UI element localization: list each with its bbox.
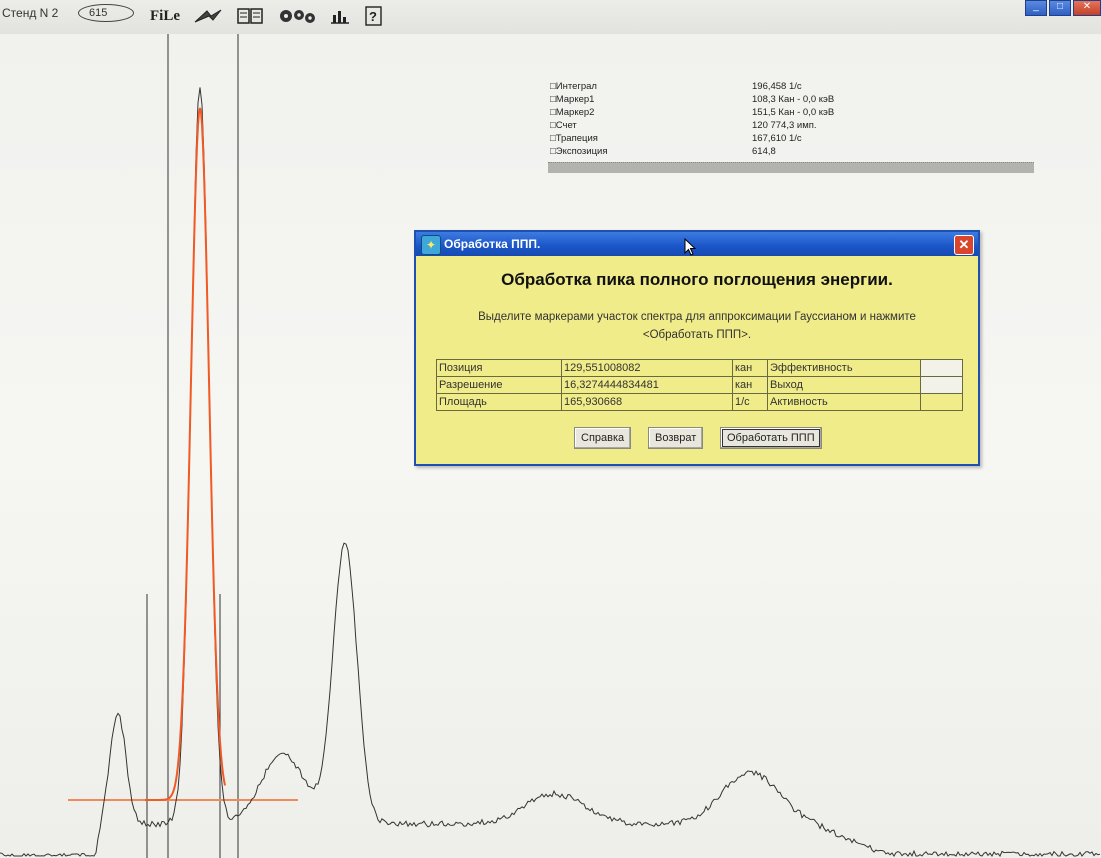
chart-icon[interactable]: [328, 5, 352, 27]
stats-scrollbar[interactable]: [548, 162, 1034, 173]
close-window-icon[interactable]: ✕: [1073, 0, 1101, 16]
row-value2: [920, 393, 963, 411]
stat-row: □Трапеция 167,610 1/с: [550, 133, 802, 144]
stat-name: Интеграл: [555, 81, 597, 92]
maximize-icon[interactable]: □: [1049, 0, 1071, 16]
stat-name: Маркер2: [555, 107, 595, 118]
help-icon[interactable]: ?: [362, 5, 386, 27]
stat-value: 151,5 Кан - 0,0 кэВ: [752, 107, 835, 118]
table-row: Позиция 129,551008082 кан Эффективность: [436, 359, 963, 377]
table-row: Площадь 165,930668 1/с Активность: [436, 393, 963, 411]
row-value: 165,930668: [561, 393, 733, 411]
row-label2: Выход: [767, 376, 921, 394]
window-controls: _ □ ✕: [1023, 0, 1101, 16]
svg-text:?: ?: [369, 9, 377, 24]
row-value: 129,551008082: [561, 359, 733, 377]
spectrum-chart: [0, 34, 1101, 858]
stat-value: 167,610 1/с: [752, 133, 802, 144]
close-icon[interactable]: ✕: [954, 235, 974, 255]
stat-name: Счет: [555, 120, 577, 131]
stat-row: □Экспозиция 614,8: [550, 146, 776, 157]
row-label2: Активность: [767, 393, 921, 411]
counter-field[interactable]: 615: [78, 4, 134, 22]
dialog-heading: Обработка пика полного поглощения энерги…: [501, 270, 893, 289]
zap-icon[interactable]: [190, 5, 226, 27]
row-label: Площадь: [436, 393, 562, 411]
stat-name: Трапеция: [555, 133, 598, 144]
ppp-dialog: ✦ Обработка ППП. ✕ Обработка пика полног…: [414, 230, 980, 466]
stat-name: Маркер1: [555, 94, 595, 105]
mouse-cursor-icon: [684, 238, 696, 256]
stat-value: 120 774,3 имп.: [752, 120, 817, 131]
help-button[interactable]: Справка: [574, 427, 632, 449]
stand-label: Стенд N 2: [2, 6, 59, 20]
row-unit: 1/с: [732, 393, 768, 411]
stat-row: □Интеграл 196,458 1/с: [550, 81, 802, 92]
stat-name: Экспозиция: [555, 146, 608, 157]
file-button[interactable]: FiLe: [150, 7, 180, 24]
row-label2: Эффективность: [767, 359, 921, 377]
back-button[interactable]: Возврат: [648, 427, 704, 449]
row-value2-input[interactable]: [920, 359, 963, 377]
app-icon: ✦: [421, 235, 441, 255]
spectrum-curve: [0, 87, 1101, 857]
gears-icon[interactable]: [276, 5, 318, 27]
dialog-titlebar[interactable]: ✦ Обработка ППП. ✕: [416, 232, 978, 256]
row-unit: кан: [732, 359, 768, 377]
stat-value: 108,3 Кан - 0,0 кэВ: [752, 94, 835, 105]
table-row: Разрешение 16,3274444834481 кан Выход: [436, 376, 963, 394]
row-value: 16,3274444834481: [561, 376, 733, 394]
book-icon[interactable]: [236, 5, 264, 27]
dialog-instruction: Выделите маркерами участок спектра для а…: [456, 308, 938, 344]
minimize-icon[interactable]: _: [1025, 0, 1047, 16]
dialog-title: Обработка ППП.: [444, 237, 541, 251]
instruction-line: <Обработать ППП>.: [642, 329, 752, 341]
row-label: Позиция: [436, 359, 562, 377]
row-value2-input[interactable]: [920, 376, 963, 394]
row-unit: кан: [732, 376, 768, 394]
process-ppp-button[interactable]: Обработать ППП: [720, 427, 822, 449]
stat-value: 614,8: [752, 146, 776, 157]
stat-row: □Счет 120 774,3 имп.: [550, 120, 817, 131]
results-table: Позиция 129,551008082 кан Эффективность …: [436, 359, 963, 411]
gaussian-fit-curve: [145, 107, 226, 801]
instruction-line: Выделите маркерами участок спектра для а…: [478, 311, 916, 323]
stat-row: □Маркер2 151,5 Кан - 0,0 кэВ: [550, 107, 835, 118]
stat-row: □Маркер1 108,3 Кан - 0,0 кэВ: [550, 94, 835, 105]
row-label: Разрешение: [436, 376, 562, 394]
stat-value: 196,458 1/с: [752, 81, 802, 92]
toolbar: Стенд N 2 615 FiLe ? _ □ ✕: [0, 0, 1101, 35]
stats-panel: □Интеграл 196,458 1/с □Маркер1 108,3 Кан -…: [548, 80, 1034, 158]
